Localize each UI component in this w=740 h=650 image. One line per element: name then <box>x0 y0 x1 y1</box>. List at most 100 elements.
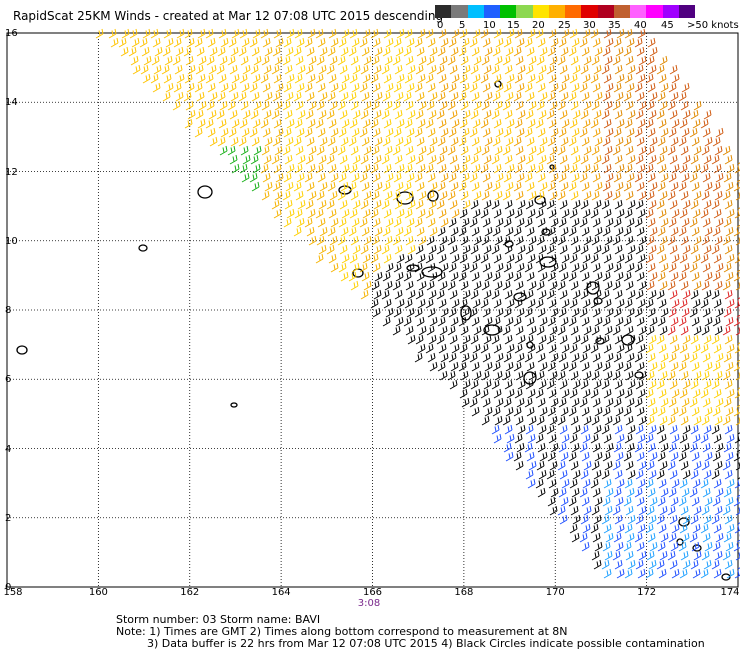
wind-barb <box>615 181 624 192</box>
wind-barb <box>569 343 578 354</box>
wind-barb <box>679 343 688 354</box>
wind-barb <box>570 505 579 516</box>
wind-barb <box>623 271 632 282</box>
wind-barb <box>667 460 676 471</box>
wind-barb <box>242 154 251 165</box>
wind-barb <box>583 370 592 381</box>
wind-barb <box>514 433 523 444</box>
wind-barb <box>594 451 603 462</box>
wind-barb <box>250 154 259 165</box>
wind-barb <box>572 514 581 525</box>
wind-barb <box>524 127 533 138</box>
wind-barb <box>637 163 646 174</box>
wind-barb <box>472 253 481 264</box>
wind-barb <box>473 145 482 156</box>
wind-barb <box>261 55 270 66</box>
wind-barb <box>594 226 603 237</box>
wind-barb <box>581 91 590 102</box>
wind-barb <box>131 37 140 48</box>
wind-barb <box>218 73 227 84</box>
wind-barb <box>296 37 305 48</box>
wind-barb <box>470 199 479 210</box>
wind-barb <box>647 532 656 543</box>
wind-barb <box>615 226 624 237</box>
wind-barb <box>326 244 335 255</box>
wind-barb <box>568 271 577 282</box>
wind-barb <box>689 397 698 408</box>
wind-barb <box>657 316 666 327</box>
wind-barb <box>646 460 655 471</box>
wind-barb <box>527 28 536 39</box>
wind-barb <box>604 460 613 471</box>
wind-barb <box>682 244 691 255</box>
wind-barb <box>439 190 448 201</box>
wind-barb <box>482 307 491 318</box>
wind-barb <box>318 244 327 255</box>
wind-barb <box>451 118 460 129</box>
wind-barb <box>726 298 735 309</box>
wind-barb <box>538 424 547 435</box>
wind-barb <box>363 55 372 66</box>
wind-barb <box>647 352 656 363</box>
wind-barb <box>603 118 612 129</box>
wind-barb <box>395 91 404 102</box>
wind-barb <box>671 343 680 354</box>
wind-barb <box>614 64 623 75</box>
wind-barb <box>667 280 676 291</box>
wind-barb <box>392 55 401 66</box>
wind-barb <box>526 91 535 102</box>
wind-barb <box>438 343 447 354</box>
colorbar-segment <box>581 5 598 18</box>
wind-barb <box>682 379 691 390</box>
wind-barb <box>480 28 489 39</box>
wind-barb <box>416 46 425 57</box>
wind-barb <box>128 46 137 57</box>
wind-barb <box>528 190 537 201</box>
wind-barb <box>625 505 634 516</box>
wind-barb <box>550 307 559 318</box>
wind-barb <box>659 100 668 111</box>
wind-barb <box>680 460 689 471</box>
wind-barb <box>614 334 623 345</box>
wind-barb <box>713 523 722 534</box>
wind-barb <box>581 406 590 417</box>
wind-barb <box>495 307 504 318</box>
wind-barb <box>448 352 457 363</box>
wind-barb <box>711 289 720 300</box>
wind-barb <box>515 55 524 66</box>
wind-barb <box>328 208 337 219</box>
wind-barb <box>539 361 548 372</box>
wind-barb <box>217 91 226 102</box>
wind-barb <box>538 154 547 165</box>
wind-barb <box>559 514 568 525</box>
wind-barb <box>470 154 479 165</box>
wind-barb <box>229 109 238 120</box>
wind-barb <box>627 154 636 165</box>
wind-barb <box>516 397 525 408</box>
wind-barb <box>451 298 460 309</box>
wind-barb <box>712 496 721 507</box>
wind-barb <box>546 64 555 75</box>
wind-barb <box>308 145 317 156</box>
wind-barb <box>658 388 667 399</box>
wind-barb <box>648 379 657 390</box>
wind-barb <box>360 289 369 300</box>
wind-barb <box>471 316 480 327</box>
wind-barb <box>690 109 699 120</box>
wind-barb <box>403 226 412 237</box>
wind-barb <box>271 109 280 120</box>
wind-barb <box>670 541 679 552</box>
wind-barb <box>616 118 625 129</box>
wind-barb <box>733 182 740 192</box>
wind-barb <box>283 172 292 183</box>
wind-barb <box>604 145 613 156</box>
wind-barb <box>637 253 646 264</box>
wind-barb <box>594 496 603 507</box>
wind-barb <box>658 163 667 174</box>
wind-barb <box>667 325 676 336</box>
wind-barb <box>374 226 383 237</box>
wind-barb <box>516 307 525 318</box>
wind-barb <box>176 73 185 84</box>
wind-barb <box>305 199 314 210</box>
wind-barb <box>352 244 361 255</box>
